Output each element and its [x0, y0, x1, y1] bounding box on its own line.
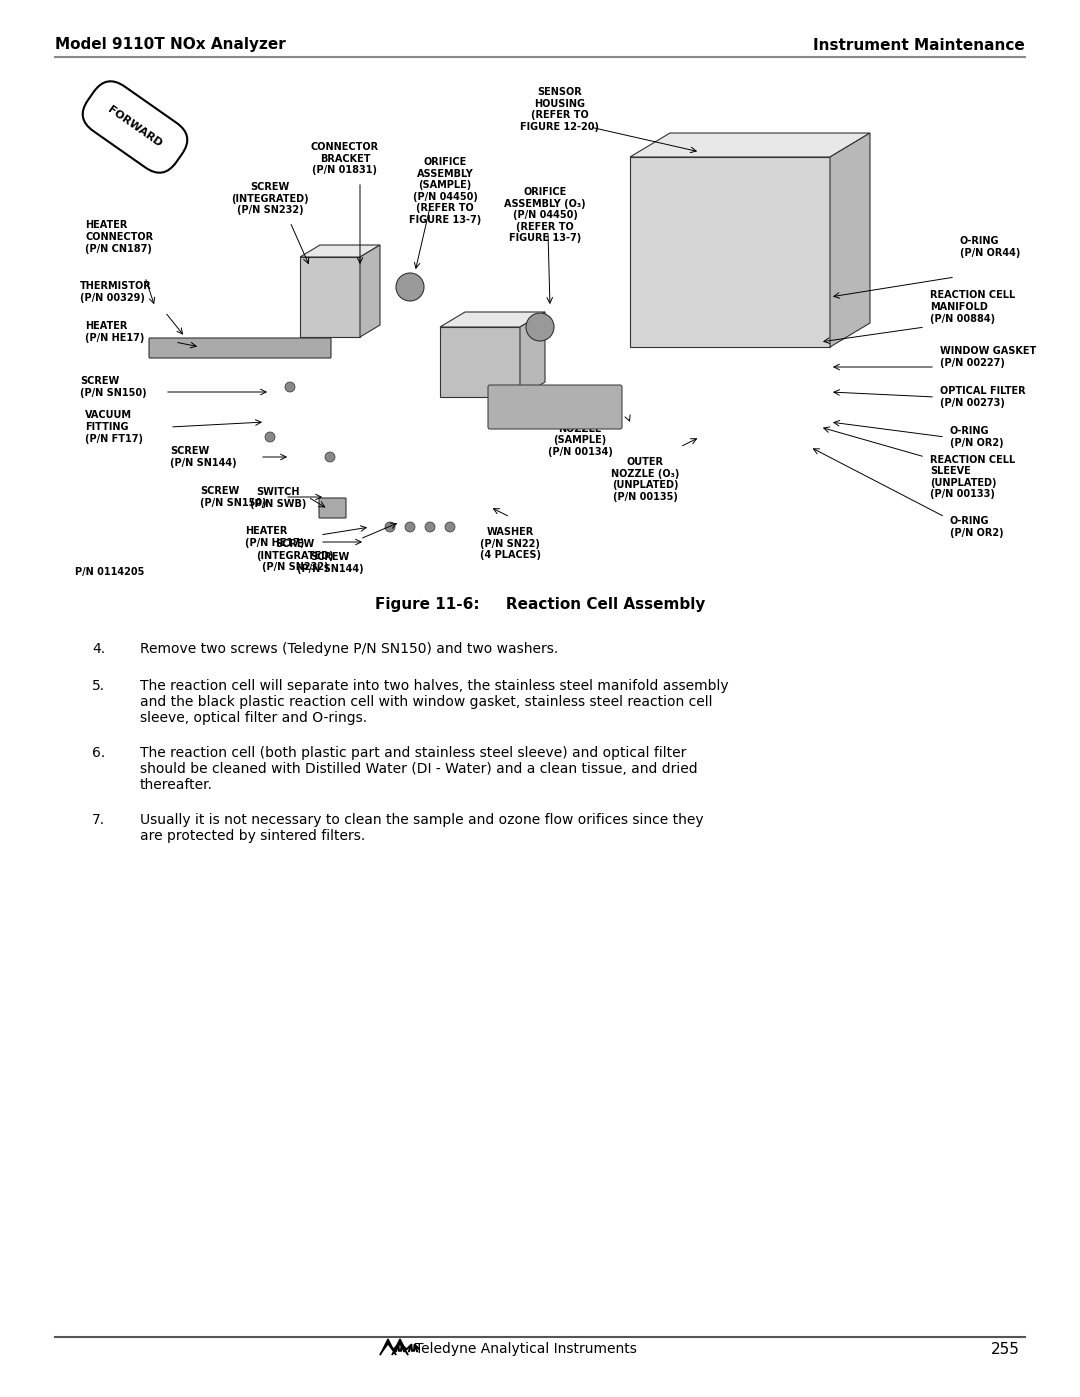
Text: WINDOW GASKET
(P/N 00227): WINDOW GASKET (P/N 00227): [940, 346, 1036, 367]
Text: HEATER
(P/N HE17): HEATER (P/N HE17): [245, 527, 305, 548]
Text: SCREW
(P/N SN144): SCREW (P/N SN144): [170, 446, 237, 468]
Polygon shape: [831, 133, 870, 346]
Text: SCREW
(INTEGRATED)
(P/N SN232): SCREW (INTEGRATED) (P/N SN232): [231, 182, 309, 215]
Polygon shape: [300, 257, 360, 337]
Text: HEATER
CONNECTOR
(P/N CN187): HEATER CONNECTOR (P/N CN187): [85, 221, 153, 254]
Text: 6.: 6.: [92, 746, 105, 760]
FancyBboxPatch shape: [149, 338, 330, 358]
Polygon shape: [380, 1338, 396, 1355]
Text: 7.: 7.: [92, 813, 105, 827]
Text: Usually it is not necessary to clean the sample and ozone flow orifices since th: Usually it is not necessary to clean the…: [140, 813, 704, 844]
Polygon shape: [440, 312, 545, 327]
FancyBboxPatch shape: [319, 497, 346, 518]
Text: REACTION CELL
MANIFOLD
(P/N 00884): REACTION CELL MANIFOLD (P/N 00884): [930, 291, 1015, 324]
Text: O-RING
(P/N OR2): O-RING (P/N OR2): [950, 517, 1003, 538]
Text: SWITCH
(P/N SWB): SWITCH (P/N SWB): [249, 488, 307, 509]
Polygon shape: [519, 312, 545, 397]
Text: SCREW
(INTEGRATED)
(P/N SN232): SCREW (INTEGRATED) (P/N SN232): [256, 539, 334, 573]
Text: INNER
NOZZLE
(SAMPLE)
(P/N 00134): INNER NOZZLE (SAMPLE) (P/N 00134): [548, 412, 612, 457]
Circle shape: [384, 522, 395, 532]
Circle shape: [265, 432, 275, 441]
Text: 5.: 5.: [92, 679, 105, 693]
Polygon shape: [392, 1338, 408, 1355]
Text: OUTER
NOZZLE (O₃)
(UNPLATED)
(P/N 00135): OUTER NOZZLE (O₃) (UNPLATED) (P/N 00135): [611, 457, 679, 502]
Circle shape: [445, 522, 455, 532]
Text: SENSOR
HOUSING
(REFER TO
FIGURE 12-20): SENSOR HOUSING (REFER TO FIGURE 12-20): [521, 87, 599, 131]
Text: Remove two screws (Teledyne P/N SN150) and two washers.: Remove two screws (Teledyne P/N SN150) a…: [140, 643, 558, 657]
Circle shape: [526, 313, 554, 341]
Text: SCREW
(P/N SN144): SCREW (P/N SN144): [297, 552, 363, 574]
Polygon shape: [440, 327, 519, 397]
Text: Figure 11-6:     Reaction Cell Assembly: Figure 11-6: Reaction Cell Assembly: [375, 597, 705, 612]
Text: Teledyne Analytical Instruments: Teledyne Analytical Instruments: [415, 1343, 637, 1356]
Text: WASHER
(P/N SN22)
(4 PLACES): WASHER (P/N SN22) (4 PLACES): [480, 527, 540, 560]
Polygon shape: [630, 156, 831, 346]
Text: The reaction cell will separate into two halves, the stainless steel manifold as: The reaction cell will separate into two…: [140, 679, 729, 725]
Polygon shape: [360, 244, 380, 337]
Text: O-RING
(P/N OR44): O-RING (P/N OR44): [960, 236, 1021, 258]
Circle shape: [285, 381, 295, 393]
Text: THERMISTOR
(P/N 00329): THERMISTOR (P/N 00329): [80, 281, 152, 303]
Polygon shape: [630, 133, 870, 156]
Text: HEATER
(P/N HE17): HEATER (P/N HE17): [85, 321, 145, 342]
Text: P/N 0114205: P/N 0114205: [75, 567, 145, 577]
Circle shape: [325, 453, 335, 462]
Text: ORIFICE
ASSEMBLY (O₃)
(P/N 04450)
(REFER TO
FIGURE 13-7): ORIFICE ASSEMBLY (O₃) (P/N 04450) (REFER…: [504, 187, 585, 243]
Circle shape: [426, 522, 435, 532]
Text: VACUUM
FITTING
(P/N FT17): VACUUM FITTING (P/N FT17): [85, 411, 143, 444]
Text: SCREW
(P/N SN150): SCREW (P/N SN150): [80, 376, 147, 398]
Circle shape: [405, 522, 415, 532]
Text: O-RING
(P/N OR2): O-RING (P/N OR2): [950, 426, 1003, 448]
Text: ORIFICE
ASSEMBLY
(SAMPLE)
(P/N 04450)
(REFER TO
FIGURE 13-7): ORIFICE ASSEMBLY (SAMPLE) (P/N 04450) (R…: [409, 156, 481, 225]
Text: 255: 255: [991, 1341, 1020, 1356]
Text: The reaction cell (both plastic part and stainless steel sleeve) and optical fil: The reaction cell (both plastic part and…: [140, 746, 698, 792]
Text: OPTICAL FILTER
(P/N 00273): OPTICAL FILTER (P/N 00273): [940, 386, 1026, 408]
Text: SCREW
(P/N SN150): SCREW (P/N SN150): [200, 486, 267, 507]
Circle shape: [396, 272, 424, 300]
Polygon shape: [300, 244, 380, 257]
Text: CONNECTOR
BRACKET
(P/N 01831): CONNECTOR BRACKET (P/N 01831): [311, 142, 379, 175]
Text: 4.: 4.: [92, 643, 105, 657]
Text: Model 9110T NOx Analyzer: Model 9110T NOx Analyzer: [55, 38, 286, 53]
FancyBboxPatch shape: [488, 386, 622, 429]
Text: FORWARD: FORWARD: [106, 105, 164, 149]
FancyBboxPatch shape: [55, 67, 1025, 577]
Text: REACTION CELL
SLEEVE
(UNPLATED)
(P/N 00133): REACTION CELL SLEEVE (UNPLATED) (P/N 001…: [930, 454, 1015, 499]
Text: Instrument Maintenance: Instrument Maintenance: [813, 38, 1025, 53]
